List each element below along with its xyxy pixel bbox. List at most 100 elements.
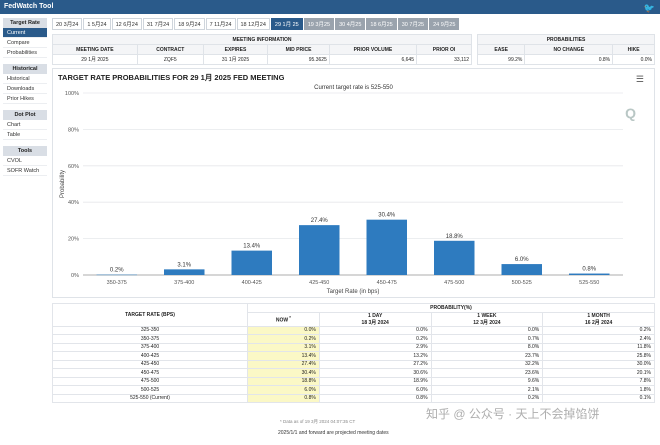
probability-cell: 0.8% xyxy=(247,393,320,403)
tab-meeting[interactable]: 24 9月25 xyxy=(429,18,460,30)
target-rate-cell: 325-350 xyxy=(52,325,248,335)
bar xyxy=(164,269,205,275)
prior-oi-value: 33,112 xyxy=(415,54,473,65)
table-row: 525-550 (Current) 0.8% 0.8% 0.2% 0.1% xyxy=(52,393,655,403)
tab-meeting[interactable]: 12 6月24 xyxy=(111,18,142,30)
x-axis-label: Target Rate (in bps) xyxy=(327,289,380,295)
tab-meeting-selected[interactable]: 29 1月 25 xyxy=(270,18,303,30)
probability-cell: 0.8% xyxy=(318,393,432,403)
probability-cell: 7.8% xyxy=(542,376,655,386)
expires-value: 31 1月 2025 xyxy=(202,54,269,65)
probability-cell: 13.2% xyxy=(318,351,432,361)
meeting-tabs: 20 3月24 1 5月24 12 6月24 31 7月24 18 9月24 7… xyxy=(52,18,460,30)
bar-value-label: 27.4% xyxy=(311,218,329,224)
nav-item-historical[interactable]: Historical xyxy=(3,74,47,84)
bar xyxy=(434,240,475,275)
col-no-change: NO CHANGE xyxy=(524,44,614,55)
probabilities-table: PROBABILITIES EASE NO CHANGE HIKE 99.2% … xyxy=(476,34,655,65)
col-target-rate: TARGET RATE (BPS) xyxy=(52,303,248,327)
col-ease: EASE xyxy=(476,44,526,55)
probability-cell: 0.2% xyxy=(542,325,655,335)
footnote-marker: * xyxy=(288,314,291,320)
nav-item-chart[interactable]: Chart xyxy=(3,120,47,130)
col-1-month-date: 16 2月 2024 xyxy=(585,319,613,326)
nav-item-downloads[interactable]: Downloads xyxy=(3,84,47,94)
probability-cell: 8.0% xyxy=(430,342,544,352)
col-1-day: 1 DAY 18 3月 2024 xyxy=(318,311,432,327)
table-row: 375-400 3.1% 2.9% 8.0% 11.8% xyxy=(52,342,655,352)
mid-price-value: 95.3625 xyxy=(267,54,330,65)
col-expires: EXPIRES xyxy=(202,44,269,55)
probability-cell: 0.0% xyxy=(430,325,544,335)
col-contract: CONTRACT xyxy=(136,44,204,55)
y-tick-label: 100% xyxy=(65,91,79,97)
no-change-value: 0.8% xyxy=(524,54,614,65)
nav-item-table[interactable]: Table xyxy=(3,130,47,140)
bar-chart: 0% 20% 40% 60% 80% 100% 0.2% 350-375 3.1% 375-400… xyxy=(60,91,623,295)
tab-meeting[interactable]: 18 6月25 xyxy=(366,18,397,30)
col-prior-volume: PRIOR VOLUME xyxy=(328,44,417,55)
probability-cell: 2.9% xyxy=(318,342,432,352)
nav-item-compare[interactable]: Compare xyxy=(3,38,47,48)
nav-item-sofr-watch[interactable]: SOFR Watch xyxy=(3,166,47,176)
tab-meeting[interactable]: 7 11月24 xyxy=(205,18,236,30)
data-timestamp-note: * Data as of 19 3月 2024 04:07:35 CT xyxy=(280,419,356,424)
probability-cell: 0.2% xyxy=(318,334,432,344)
target-rate-cell: 400-425 xyxy=(52,351,248,361)
tab-meeting[interactable]: 18 9月24 xyxy=(174,18,205,30)
tab-meeting[interactable]: 20 3月24 xyxy=(52,18,83,30)
col-meeting-date: MEETING DATE xyxy=(52,44,138,55)
y-tick-label: 80% xyxy=(68,127,79,133)
probability-cell: 0.0% xyxy=(247,325,320,335)
tab-meeting[interactable]: 30 7月25 xyxy=(397,18,429,30)
chart-title: TARGET RATE PROBABILITIES FOR 29 1月 2025… xyxy=(58,73,285,82)
probability-cell: 9.6% xyxy=(430,376,544,386)
probability-cell: 6.0% xyxy=(318,385,432,395)
probability-cell: 23.7% xyxy=(430,351,544,361)
x-tick-label: 450-475 xyxy=(377,280,397,286)
col-now: NOW * xyxy=(247,311,320,327)
tab-meeting[interactable]: 1 5月24 xyxy=(83,18,111,30)
col-probability: PROBABILITY(%) xyxy=(247,303,655,313)
target-rate-cell: 375-400 xyxy=(52,342,248,352)
x-tick-label: 500-525 xyxy=(512,280,532,286)
table-row: 450-475 30.4% 30.6% 23.6% 20.1% xyxy=(52,368,655,378)
chart-panel: TARGET RATE PROBABILITIES FOR 29 1月 2025… xyxy=(52,68,655,298)
probability-cell: 27.4% xyxy=(247,359,320,369)
hamburger-menu-icon[interactable]: ☰ xyxy=(635,74,644,84)
twitter-icon[interactable]: 🐦 xyxy=(643,3,655,13)
probability-history-table: TARGET RATE (BPS) PROBABILITY(%) NOW * 1… xyxy=(52,303,655,403)
tab-meeting[interactable]: 18 12月24 xyxy=(236,18,270,30)
table-row: 425-450 27.4% 27.2% 32.2% 30.0% xyxy=(52,359,655,369)
col-1-month-label: 1 MONTH xyxy=(587,312,610,319)
table-row: 500-525 6.0% 6.0% 2.1% 1.8% xyxy=(52,385,655,395)
tab-meeting[interactable]: 19 3月25 xyxy=(303,18,335,30)
tab-meeting[interactable]: 31 7月24 xyxy=(142,18,174,30)
x-tick-label: 475-500 xyxy=(444,280,464,286)
target-rate-cell: 500-525 xyxy=(52,385,248,395)
nav-item-cvol[interactable]: CVOL xyxy=(3,156,47,166)
col-1-day-date: 18 3月 2024 xyxy=(361,319,389,326)
bar-value-label: 6.0% xyxy=(515,257,529,263)
nav-item-probabilities[interactable]: Probabilities xyxy=(3,48,47,58)
app-title-bar: FedWatch Tool 🐦 xyxy=(0,0,660,14)
col-now-label: NOW * xyxy=(275,314,291,324)
col-mid-price: MID PRICE xyxy=(267,44,330,55)
bar-value-label: 30.4% xyxy=(378,213,396,219)
prior-volume-value: 6,645 xyxy=(328,54,417,65)
target-rate-cell: 525-550 (Current) xyxy=(52,393,248,403)
tab-meeting[interactable]: 30 4月25 xyxy=(335,18,366,30)
bar-value-label: 18.8% xyxy=(446,234,464,240)
nav-group-target-rate: Target Rate xyxy=(3,18,47,28)
ease-value: 99.2% xyxy=(476,54,526,65)
nav-item-current[interactable]: Current xyxy=(3,28,47,38)
table-row: 350-375 0.2% 0.2% 0.7% 2.4% xyxy=(52,334,655,344)
y-tick-label: 0% xyxy=(71,273,79,279)
bar-value-label: 0.2% xyxy=(110,268,124,274)
col-1-week-date: 12 3月 2024 xyxy=(473,319,501,326)
table-row: 325-350 0.0% 0.0% 0.0% 0.2% xyxy=(52,325,655,335)
bar-value-label: 3.1% xyxy=(177,262,191,268)
x-tick-label: 525-550 xyxy=(579,280,599,286)
probability-cell: 30.4% xyxy=(247,368,320,378)
nav-item-prior-hikes[interactable]: Prior Hikes xyxy=(3,94,47,104)
